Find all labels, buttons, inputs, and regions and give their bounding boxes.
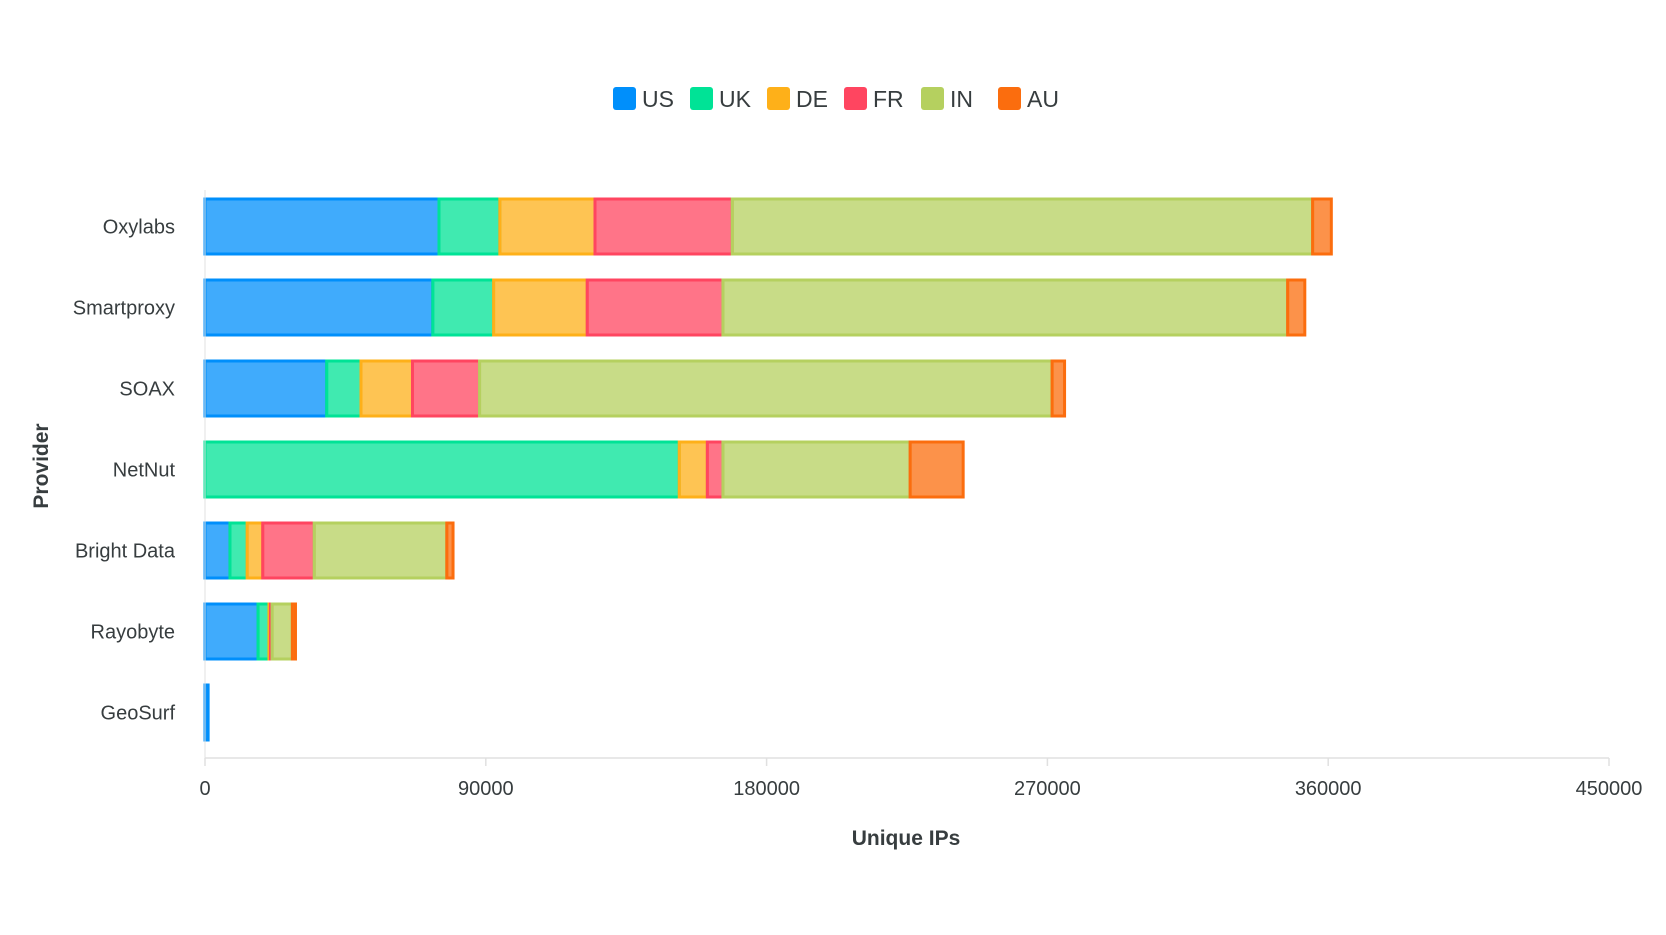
bar-segment-au[interactable] (1050, 359, 1067, 418)
bar-segment-de[interactable] (359, 359, 414, 418)
bar-segment-us[interactable] (203, 521, 232, 580)
y-tick-label: SOAX (119, 379, 175, 401)
x-tick-label: 270000 (1014, 778, 1081, 800)
bar-segment-us[interactable] (203, 359, 329, 418)
legend-item-au[interactable]: AU (998, 86, 1059, 112)
legend-label: UK (719, 86, 752, 112)
bar-segment-de[interactable] (492, 278, 589, 337)
bar-segment-uk[interactable] (437, 197, 502, 256)
y-tick-label: NetNut (113, 460, 176, 482)
bar-row-bright-data (203, 521, 455, 580)
legend-item-fr[interactable]: FR (844, 86, 904, 112)
bar-segment-au[interactable] (445, 521, 455, 580)
bar-segment-in[interactable] (721, 440, 912, 499)
bar-row-soax (203, 359, 1067, 418)
bar-row-rayobyte (203, 602, 297, 661)
y-tick-label: GeoSurf (101, 703, 176, 725)
bar-row-oxylabs (203, 197, 1333, 256)
bar-segment-uk[interactable] (256, 602, 271, 661)
bar-segment-au[interactable] (290, 602, 297, 661)
bar-segment-uk[interactable] (431, 278, 496, 337)
legend-label: IN (950, 86, 973, 112)
bar-segment-fr[interactable] (410, 359, 482, 418)
legend-item-de[interactable]: DE (767, 86, 828, 112)
y-tick-label: Smartproxy (73, 298, 175, 320)
bar-row-netnut (203, 440, 965, 499)
legend-swatch (690, 87, 713, 110)
bar-segment-in[interactable] (312, 521, 449, 580)
bar-segment-de[interactable] (245, 521, 265, 580)
y-tick-label: Rayobyte (91, 622, 176, 644)
legend-item-uk[interactable]: UK (690, 86, 752, 112)
x-tick-label: 360000 (1295, 778, 1362, 800)
bar-segment-uk[interactable] (228, 521, 249, 580)
bar-segment-uk[interactable] (325, 359, 363, 418)
bar-segment-us[interactable] (203, 278, 435, 337)
legend-item-us[interactable]: US (613, 86, 674, 112)
legend-label: DE (796, 86, 828, 112)
legend: US UK DE FR IN AU (613, 86, 1059, 112)
legend-item-in[interactable]: IN (921, 86, 973, 112)
legend-swatch (921, 87, 944, 110)
legend-label: US (642, 86, 674, 112)
bar-segment-au[interactable] (908, 440, 965, 499)
bars (203, 197, 1333, 742)
bar-segment-us[interactable] (203, 197, 441, 256)
x-tick-label: 90000 (458, 778, 514, 800)
bar-segment-us[interactable] (203, 602, 260, 661)
x-tick-label: 0 (199, 778, 210, 800)
y-tick-label: Oxylabs (103, 217, 175, 239)
bar-segment-de[interactable] (677, 440, 709, 499)
x-tick-label: 180000 (733, 778, 800, 800)
bar-segment-in[interactable] (478, 359, 1054, 418)
bar-segment-in[interactable] (270, 602, 294, 661)
legend-swatch (844, 87, 867, 110)
x-tick-label: 450000 (1576, 778, 1643, 800)
bar-segment-in[interactable] (721, 278, 1290, 337)
bar-segment-in[interactable] (730, 197, 1315, 256)
legend-label: AU (1027, 86, 1059, 112)
bar-segment-au[interactable] (1286, 278, 1307, 337)
bar-row-smartproxy (203, 278, 1307, 337)
y-tick-label: Bright Data (75, 541, 176, 563)
bar-segment-fr[interactable] (585, 278, 725, 337)
bar-segment-fr[interactable] (593, 197, 734, 256)
y-axis-title: Provider (30, 423, 53, 508)
legend-label: FR (873, 86, 904, 112)
bar-segment-de[interactable] (498, 197, 597, 256)
legend-swatch (767, 87, 790, 110)
x-axis: 0 90000 180000 270000 360000 450000 (199, 757, 1643, 800)
legend-swatch (613, 87, 636, 110)
bar-segment-uk[interactable] (203, 440, 681, 499)
bar-segment-fr[interactable] (705, 440, 725, 499)
y-axis: Oxylabs Smartproxy SOAX NetNut Bright Data Ra… (73, 190, 206, 758)
x-axis-title: Unique IPs (852, 827, 961, 850)
bar-segment-fr[interactable] (261, 521, 316, 580)
legend-swatch (998, 87, 1021, 110)
bar-segment-au[interactable] (1311, 197, 1333, 256)
